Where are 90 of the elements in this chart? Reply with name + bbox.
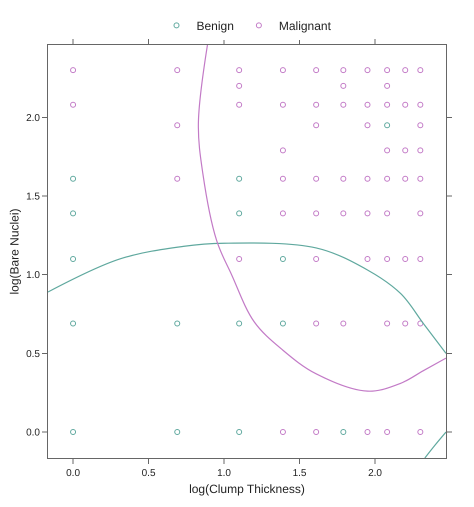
point — [280, 256, 286, 262]
point — [236, 67, 242, 74]
point — [280, 210, 286, 216]
point — [174, 122, 180, 128]
point — [280, 67, 286, 74]
point — [236, 320, 242, 326]
point — [417, 429, 424, 436]
point — [70, 67, 76, 74]
point — [340, 67, 346, 74]
point — [70, 429, 76, 436]
point — [384, 176, 390, 182]
y-tick-label: 0.5 — [26, 348, 40, 360]
y-tick-label: 0.0 — [26, 428, 40, 439]
point — [384, 320, 390, 326]
point — [313, 102, 320, 108]
point — [402, 256, 408, 262]
x-tick-label: 0.5 — [142, 468, 156, 479]
point — [236, 176, 242, 182]
point — [364, 256, 370, 262]
point — [313, 122, 320, 128]
x-axis-title: log(Clump Thickness) — [189, 482, 305, 496]
point — [174, 67, 180, 74]
x-tick-label: 1.0 — [217, 468, 232, 479]
point — [70, 176, 76, 182]
point — [236, 82, 242, 89]
point — [174, 176, 180, 182]
point — [280, 102, 286, 108]
point — [384, 210, 390, 216]
point — [280, 147, 286, 154]
y-tick-label: 1.0 — [26, 270, 40, 282]
point — [236, 429, 242, 436]
point — [313, 256, 320, 262]
point — [340, 210, 346, 216]
point — [417, 67, 424, 74]
point — [340, 102, 346, 108]
line-series — [198, 45, 446, 392]
point — [236, 210, 242, 216]
point — [417, 102, 424, 108]
point — [364, 122, 370, 128]
point — [280, 429, 286, 436]
point — [340, 429, 346, 436]
point — [384, 429, 390, 436]
point — [417, 176, 424, 182]
point — [280, 320, 286, 326]
point — [280, 176, 286, 182]
point — [174, 429, 180, 436]
legend-label: Malignant — [278, 19, 332, 34]
point — [236, 256, 242, 262]
y-tick-label: 2.0 — [26, 112, 40, 124]
point — [340, 176, 346, 182]
point — [313, 210, 320, 216]
y-axis-title: log(Bare Nuclei) — [7, 208, 22, 295]
point — [384, 256, 390, 262]
point — [364, 210, 370, 216]
point — [417, 147, 424, 154]
point — [402, 67, 408, 74]
point — [402, 102, 408, 108]
point — [364, 67, 370, 74]
point — [364, 429, 370, 436]
point — [313, 176, 320, 182]
point — [417, 320, 424, 326]
point — [70, 256, 76, 262]
point — [417, 122, 424, 128]
x-tick-label: 1.5 — [292, 468, 307, 479]
point — [402, 320, 408, 326]
legend-label: Benign — [196, 19, 234, 34]
point — [236, 102, 242, 108]
point — [174, 320, 180, 326]
point — [384, 102, 390, 108]
point — [313, 429, 320, 436]
point — [384, 82, 390, 89]
point — [384, 67, 390, 74]
y-tick-label: 1.5 — [26, 192, 40, 203]
point — [402, 147, 408, 154]
x-tick-label: 0.0 — [66, 468, 80, 479]
point — [313, 67, 320, 74]
point — [340, 82, 346, 89]
point — [384, 147, 390, 154]
point — [70, 320, 76, 326]
point — [340, 320, 346, 326]
point — [364, 102, 370, 108]
point — [384, 122, 390, 128]
point — [313, 320, 320, 326]
point — [417, 256, 424, 262]
point — [70, 210, 76, 216]
point — [364, 176, 370, 182]
point — [70, 102, 76, 108]
point — [417, 210, 424, 216]
point — [402, 176, 408, 182]
x-tick-label: 2.0 — [368, 468, 382, 479]
